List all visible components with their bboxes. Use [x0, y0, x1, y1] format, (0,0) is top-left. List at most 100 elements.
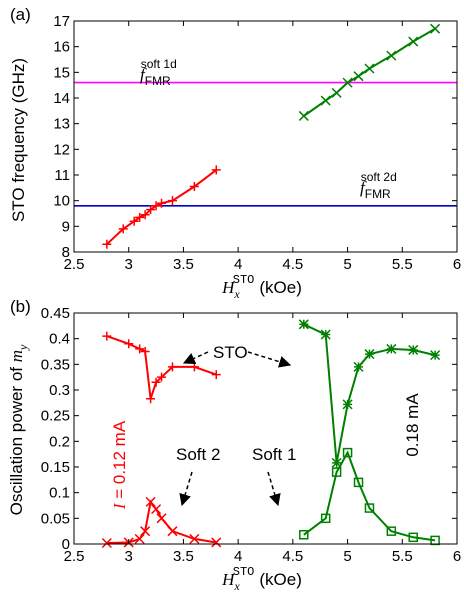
x-tick-label: 4.5 [282, 256, 303, 273]
panel-a-frame [73, 20, 458, 253]
panel-b-label: (b) [10, 297, 31, 316]
ylabel-var: m [7, 350, 26, 362]
panel-b-xlabel: HxSTO (kOe) [221, 565, 302, 593]
data-point [146, 394, 156, 404]
y-tick-label: 0.4 [49, 331, 70, 348]
y-tick-label: 10 [53, 193, 70, 210]
data-point [189, 533, 200, 544]
y-tick-label: 12 [53, 141, 70, 158]
data-point [364, 349, 375, 360]
data-point [134, 533, 145, 544]
x-tick-label: 2.5 [64, 256, 85, 273]
data-point [331, 87, 342, 98]
arrow-soft1 [267, 471, 281, 507]
data-point [189, 182, 199, 192]
y-tick-label: 8 [62, 244, 70, 261]
annotation-soft2: Soft 2 [176, 445, 220, 464]
xlabel-sup: STO [233, 565, 255, 579]
data-point [353, 71, 364, 82]
xlabel-sup: STO [233, 273, 255, 287]
data-point [146, 205, 156, 215]
data-point [320, 329, 331, 340]
arrow-sto-green [247, 351, 292, 368]
data-point [118, 224, 128, 234]
x-tick-label: 5.5 [392, 256, 413, 273]
arrow-sto-red [182, 351, 209, 364]
data-point [151, 201, 161, 211]
annotation-current-high: 0.18 mA [403, 393, 422, 457]
y-tick-label: 14 [53, 90, 70, 107]
data-point [151, 504, 162, 515]
data-point [167, 196, 177, 206]
data-point [167, 526, 178, 537]
hline-label-sup: soft 2d [361, 170, 397, 184]
data-point [140, 526, 151, 537]
data-point [102, 239, 112, 249]
data-point [408, 344, 419, 355]
data-point [430, 350, 441, 361]
hline-label-soft1: fFMR soft 1d [140, 57, 177, 88]
x-tick-label: 6 [453, 256, 461, 273]
hline-label-soft2: fFMR soft 2d [360, 170, 397, 201]
x-tick-label: 2.5 [64, 548, 85, 565]
xlabel-var: H [221, 278, 236, 297]
current-var: I [110, 502, 129, 510]
xlabel-unit: (kOe) [259, 570, 302, 589]
data-point [386, 50, 397, 61]
series-line-0 [106, 335, 217, 400]
series-line-3 [303, 450, 436, 542]
y-tick-label: 0.25 [41, 408, 70, 425]
data-point [157, 198, 167, 208]
data-point [298, 319, 309, 330]
y-tick-label: 13 [53, 116, 70, 133]
current-value: = 0.12 mA [110, 420, 129, 503]
data-point [430, 23, 441, 34]
panel-b-frame [73, 312, 458, 545]
data-point [211, 370, 221, 380]
y-tick-label: 11 [54, 167, 70, 184]
data-point [342, 399, 353, 410]
data-point [331, 457, 342, 468]
annotation-sto: STO [213, 343, 248, 362]
xlabel-unit: (kOe) [259, 278, 302, 297]
annotation-soft1: Soft 1 [252, 445, 296, 464]
y-tick-label: 9 [62, 218, 70, 235]
y-tick-label: 0.15 [41, 459, 70, 476]
x-tick-label: 3 [125, 256, 133, 273]
data-point [364, 63, 375, 74]
ylabel-sub: y [16, 344, 30, 351]
data-point [129, 216, 139, 226]
hline-label-var: f [360, 178, 367, 197]
data-point [331, 467, 342, 477]
data-point [408, 36, 419, 47]
data-point [298, 110, 309, 121]
data-point [353, 361, 364, 372]
hline-label-sub: FMR [365, 187, 391, 201]
y-tick-label: 0.35 [41, 356, 70, 373]
x-tick-label: 5 [343, 548, 351, 565]
y-tick-label: 0.05 [41, 510, 70, 527]
panel-b-ticks: 2.5 3 3.5 4 4.5 5 5.5 6 0 0.05 0.1 0.15 0.2 0.25 0.3 0.… [41, 305, 461, 565]
data-point [364, 503, 375, 513]
arrow-soft2 [179, 471, 193, 507]
x-tick-label: 3.5 [173, 256, 194, 273]
panel-a-ylabel: STO frequency (GHz) [9, 58, 28, 222]
panel-a-marks [74, 23, 457, 249]
data-point [342, 77, 353, 88]
panel-a: (a) 2.5 3 3.5 4 4.5 5 5.5 6 8 9 10 11 12 13 14 15 16 17 S… [9, 5, 461, 301]
data-point [408, 532, 418, 543]
data-point [167, 362, 177, 372]
data-point [124, 339, 134, 349]
x-tick-label: 4.5 [282, 548, 303, 565]
panel-a-ticks: 2.5 3 3.5 4 4.5 5 5.5 6 8 9 10 11 12 13 14 15 16 17 [53, 13, 461, 273]
data-point [145, 496, 156, 507]
x-tick-label: 4 [234, 256, 242, 273]
data-point [102, 331, 112, 341]
xlabel-sub: x [233, 287, 240, 301]
x-tick-label: 4 [234, 548, 242, 565]
y-tick-label: 16 [53, 39, 70, 56]
x-tick-label: 5 [343, 256, 351, 273]
data-point [189, 362, 199, 372]
data-point [101, 537, 112, 549]
